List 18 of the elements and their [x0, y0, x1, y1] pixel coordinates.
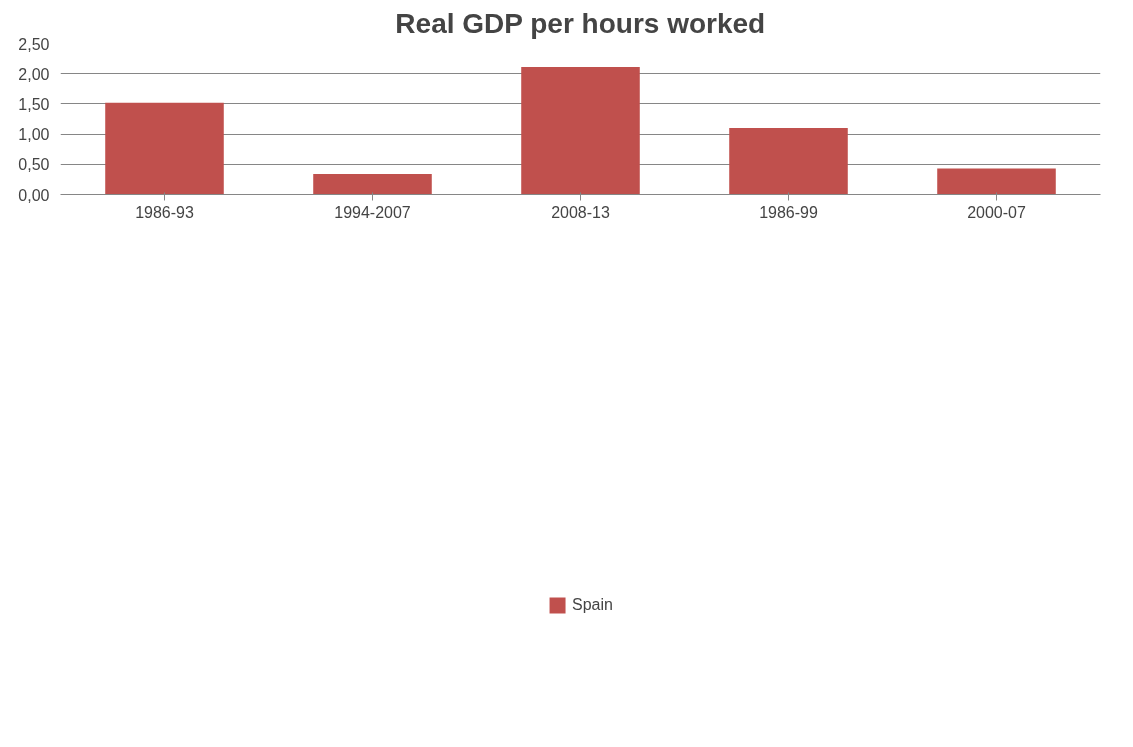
x-tick-label: 1994-2007 [334, 203, 411, 221]
x-tick-label: 1986-93 [135, 203, 194, 221]
y-tick-label: 1,50 [18, 95, 50, 113]
bar [521, 67, 640, 195]
y-tick-label: 0,00 [18, 186, 50, 204]
y-tick-label: 2,00 [18, 65, 50, 83]
x-tick-label: 2008-13 [551, 203, 610, 221]
bar [729, 128, 848, 195]
y-tick-label: 1,00 [18, 126, 50, 144]
bar [937, 168, 1056, 195]
bar [105, 102, 224, 195]
bar [313, 173, 432, 195]
y-tick-label: 0,50 [18, 156, 50, 174]
x-tick-label: 2000-07 [967, 203, 1026, 221]
legend-label: Spain [572, 596, 613, 614]
chart-title: Real GDP per hours worked [395, 7, 766, 39]
x-tick-label: 1986-99 [759, 203, 818, 221]
y-tick-label: 2,50 [18, 35, 50, 53]
